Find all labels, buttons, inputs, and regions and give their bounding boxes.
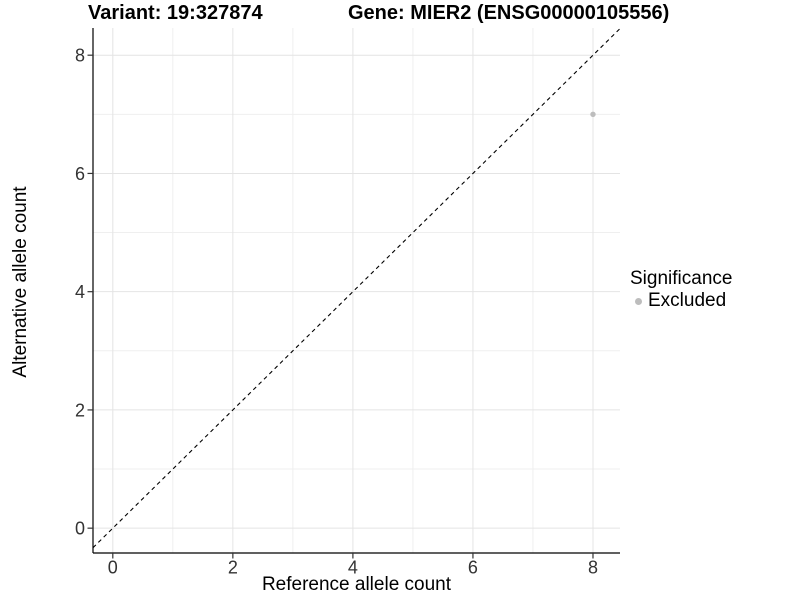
data-point: [590, 111, 596, 118]
x-tick-label: 8: [588, 558, 598, 578]
x-tick-label: 0: [108, 558, 118, 578]
gridlines-minor: [93, 28, 620, 553]
legend-item-label: Excluded: [648, 290, 727, 311]
y-tick-label: 6: [75, 164, 85, 184]
legend-point-icon: [635, 297, 642, 305]
legend-item-excluded: Excluded: [630, 290, 732, 312]
y-axis-label: Alternative allele count: [10, 186, 31, 378]
y-tick-label: 0: [75, 519, 85, 539]
x-tick-label: 6: [468, 558, 478, 578]
y-tick-label: 2: [75, 400, 85, 420]
y-tick-label: 4: [75, 282, 85, 302]
variant-title: Variant: 19:327874: [88, 2, 263, 24]
x-tick-label: 4: [348, 558, 358, 578]
x-tick-label: 2: [228, 558, 238, 578]
gene-title: Gene: MIER2 (ENSG00000105556): [348, 2, 670, 24]
legend: Significance Excluded: [630, 267, 732, 312]
y-tick-label: 8: [75, 46, 85, 66]
identity-line: [92, 28, 621, 549]
axis-ticks: [87, 54, 594, 559]
legend-title: Significance: [630, 268, 733, 289]
axis-tick-labels: 0 2 4 6 8 0 2 4 6 8: [75, 46, 598, 578]
x-axis-label: Reference allele count: [261, 574, 452, 595]
gridlines-major: [93, 28, 620, 553]
